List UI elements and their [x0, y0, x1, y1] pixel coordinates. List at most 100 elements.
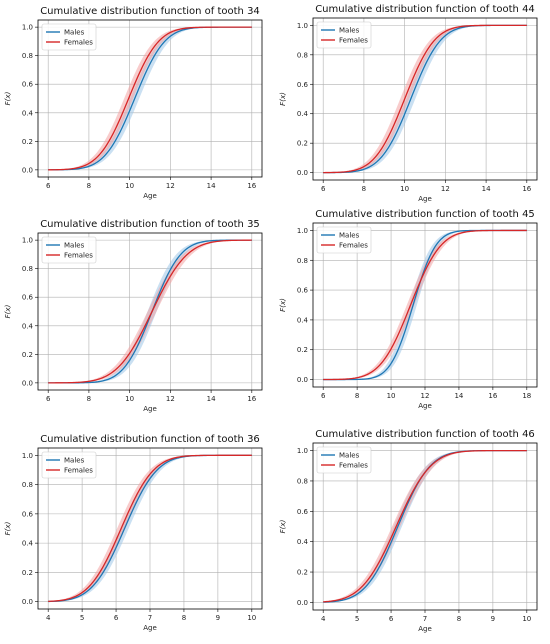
x-tick-label: 9 [216, 614, 220, 622]
x-tick-label: 10 [522, 615, 531, 623]
legend-label: Males [339, 232, 360, 240]
x-tick-label: 6 [46, 182, 51, 190]
x-axis-label: Age [143, 405, 157, 413]
legend-box [316, 21, 372, 49]
x-tick-label: 8 [87, 395, 91, 403]
plot-frame [37, 447, 263, 610]
chart-panel-tooth-44: Cumulative distribution function of toot… [275, 0, 547, 206]
legend-label: Males [64, 457, 85, 465]
x-tick-label: 7 [423, 615, 427, 623]
plot-frame [312, 17, 538, 181]
x-tick-label: 8 [355, 392, 359, 400]
y-tick-label: 0.2 [297, 346, 308, 354]
y-axis-label: F(x) [279, 298, 287, 312]
legend-label: Females [339, 37, 368, 45]
plot-frame [37, 232, 263, 391]
x-tick-label: 14 [207, 182, 216, 190]
y-axis-label: F(x) [4, 91, 12, 105]
x-tick-label: 16 [247, 182, 256, 190]
x-tick-label: 10 [125, 182, 134, 190]
x-tick-label: 16 [522, 185, 531, 193]
y-tick-label: 0.8 [22, 265, 33, 273]
chart-title: Cumulative distribution function of toot… [40, 6, 260, 17]
legend-box [316, 226, 372, 254]
y-tick-label: 0.2 [297, 569, 308, 577]
x-tick-label: 16 [488, 392, 497, 400]
y-tick-label: 1.0 [297, 22, 308, 30]
x-tick-label: 8 [87, 182, 91, 190]
chart-title: Cumulative distribution function of toot… [315, 429, 535, 440]
legend-label: Females [64, 252, 93, 260]
x-tick-label: 8 [457, 615, 461, 623]
y-tick-label: 0.6 [297, 287, 309, 295]
series-line-females [48, 454, 252, 603]
legend-label: Females [64, 467, 93, 475]
chart-title: Cumulative distribution function of toot… [40, 219, 260, 230]
x-tick-label: 7 [148, 614, 152, 622]
y-tick-label: 0.4 [22, 540, 34, 548]
y-tick-label: 0.8 [297, 477, 308, 485]
x-tick-label: 8 [362, 185, 366, 193]
legend-label: Males [64, 29, 85, 37]
legend-box [41, 236, 97, 264]
x-tick-label: 9 [491, 615, 495, 623]
legend-label: Females [339, 242, 368, 250]
legend: Males Females [41, 23, 97, 51]
x-tick-label: 10 [125, 395, 134, 403]
y-tick-label: 0.8 [297, 51, 308, 59]
y-tick-label: 0.4 [297, 110, 309, 118]
y-tick-label: 0.6 [22, 81, 34, 89]
series-line-females [48, 26, 252, 171]
y-tick-label: 0.6 [297, 81, 309, 89]
x-tick-label: 12 [166, 395, 175, 403]
y-axis-label: F(x) [4, 521, 12, 535]
y-axis-label: F(x) [4, 304, 12, 318]
legend: Males Females [316, 446, 372, 474]
x-tick-label: 6 [321, 185, 326, 193]
y-tick-label: 0.4 [22, 109, 34, 117]
series-line-females [323, 229, 527, 381]
series-band-males [323, 230, 527, 380]
series-line-females [323, 24, 527, 174]
y-tick-label: 0.0 [297, 599, 308, 607]
legend-label: Females [339, 462, 368, 470]
legend: Males Females [41, 236, 97, 264]
x-tick-label: 6 [46, 395, 51, 403]
legend-box [316, 446, 372, 474]
y-tick-label: 0.8 [22, 52, 33, 60]
chart-title: Cumulative distribution function of toot… [40, 434, 260, 445]
y-tick-label: 1.0 [297, 447, 308, 455]
series-band-females [323, 450, 527, 603]
y-tick-label: 0.0 [297, 376, 308, 384]
y-tick-label: 1.0 [297, 227, 308, 235]
y-tick-label: 0.0 [22, 598, 33, 606]
y-tick-label: 0.8 [297, 257, 308, 265]
y-tick-label: 0.8 [22, 481, 33, 489]
plot-frame [312, 442, 538, 611]
x-tick-label: 4 [46, 614, 51, 622]
x-tick-label: 12 [166, 182, 175, 190]
x-tick-label: 14 [454, 392, 463, 400]
chart-panel-tooth-35: Cumulative distribution function of toot… [0, 215, 272, 427]
chart-svg: Cumulative distribution function of toot… [279, 4, 538, 203]
x-axis-label: Age [143, 624, 157, 632]
x-tick-label: 12 [441, 185, 450, 193]
legend: Males Females [316, 226, 372, 254]
series-band-males [48, 455, 252, 602]
chart-svg: Cumulative distribution function of toot… [4, 6, 263, 200]
legend: Males Females [41, 451, 97, 479]
y-tick-label: 0.6 [297, 508, 309, 516]
y-tick-label: 0.6 [22, 294, 34, 302]
series-band-females [48, 240, 252, 383]
plot-frame [312, 222, 538, 388]
legend-box [41, 451, 97, 479]
chart-svg: Cumulative distribution function of toot… [279, 209, 538, 410]
legend-box [41, 23, 97, 51]
y-tick-label: 0.6 [22, 510, 34, 518]
legend: Males Females [316, 21, 372, 49]
legend-label: Females [64, 39, 93, 47]
chart-panel-tooth-46: Cumulative distribution function of toot… [275, 427, 547, 642]
y-tick-label: 1.0 [22, 237, 33, 245]
x-tick-label: 6 [389, 615, 394, 623]
chart-svg: Cumulative distribution function of toot… [279, 429, 538, 633]
